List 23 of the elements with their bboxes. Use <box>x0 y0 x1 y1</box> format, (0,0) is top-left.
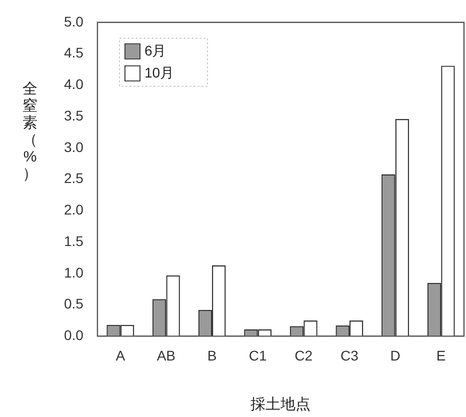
y-tick-label: 3.5 <box>64 107 84 124</box>
x-tick-label: A <box>116 347 126 364</box>
y-axis-title: 全窒素（%） <box>22 80 38 182</box>
x-tick-label: C3 <box>340 347 359 364</box>
y-tick-label: 1.5 <box>64 232 84 249</box>
y-tick-label: 4.0 <box>64 76 84 92</box>
y-tick-label: 0.0 <box>64 327 84 344</box>
x-axis-title: 採土地点 <box>250 396 311 414</box>
y-tick-label: 1.0 <box>64 264 84 280</box>
x-tick-label: B <box>207 347 217 364</box>
y-tick-label: 2.0 <box>64 202 84 218</box>
legend-label: 6月 <box>144 42 166 58</box>
x-tick-label: C2 <box>294 347 313 364</box>
x-tick-label: E <box>436 347 446 364</box>
x-tick-label: D <box>390 347 400 364</box>
y-tick-label: 0.5 <box>64 296 84 312</box>
x-tick-label: AB <box>156 347 176 364</box>
y-tick-label: 3.0 <box>64 138 84 155</box>
legend-label: 10月 <box>144 64 174 80</box>
y-tick-label: 2.5 <box>64 170 84 186</box>
x-tick-label: C1 <box>248 347 267 364</box>
y-tick-label: 4.5 <box>64 44 84 61</box>
y-tick-label: 5.0 <box>64 13 84 30</box>
